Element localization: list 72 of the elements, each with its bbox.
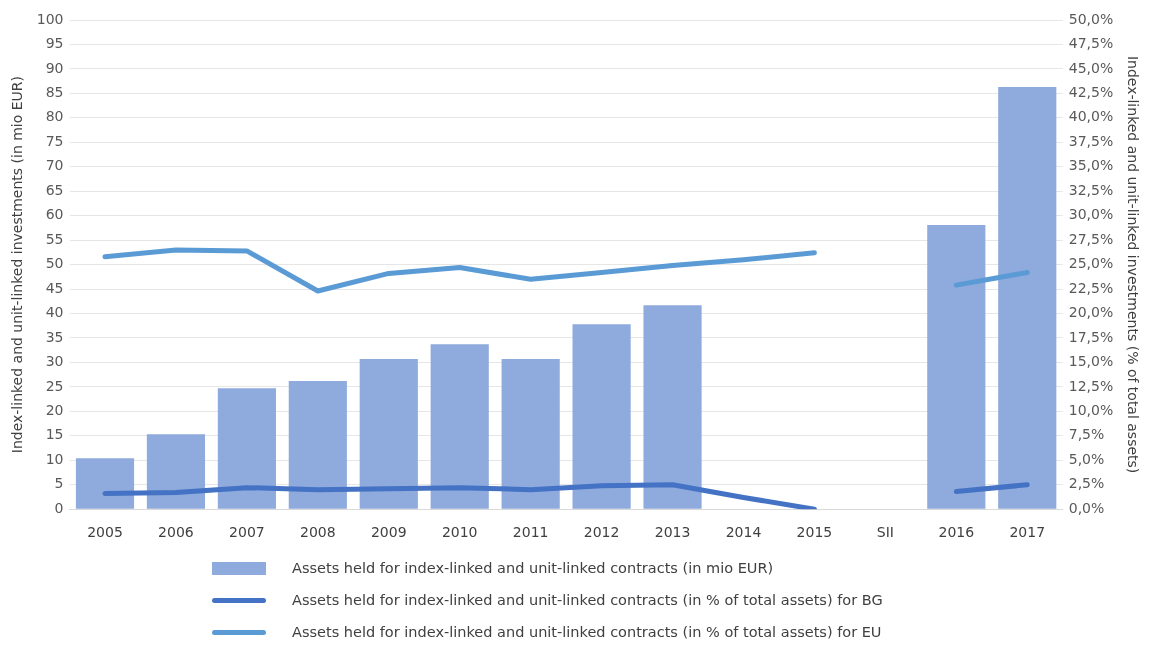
bar xyxy=(572,324,631,509)
y2-axis-title: Index-linked and unit-linked investments (% of total assets) xyxy=(1124,55,1141,474)
x-tick-label: 2006 xyxy=(158,524,194,541)
y2-tick-label: 32,5% xyxy=(1068,181,1114,198)
y2-tick-label: 27,5% xyxy=(1068,230,1114,247)
y-tick-label: 0 xyxy=(54,499,64,516)
x-tick-label: SII xyxy=(876,524,894,541)
y2-tick-label: 12,5% xyxy=(1068,377,1114,394)
y-tick-label: 30 xyxy=(45,353,64,370)
y2-tick-label: 20,0% xyxy=(1068,304,1114,321)
bar xyxy=(927,224,986,509)
y-tick-label: 70 xyxy=(45,157,64,174)
x-tick-label: 2014 xyxy=(725,524,762,541)
x-tick-label: 2012 xyxy=(583,524,620,541)
x-tick-label: 2016 xyxy=(938,524,975,541)
y-axis-title: Index-linked and unit-linked investments (in mio EUR) xyxy=(9,75,26,454)
y2-tick-label: 15,0% xyxy=(1068,353,1114,370)
y2-tick-label: 7,5% xyxy=(1068,426,1105,443)
y-tick-label: 35 xyxy=(45,328,64,345)
y2-tick-label: 47,5% xyxy=(1068,35,1114,52)
y-tick-label: 75 xyxy=(45,132,64,149)
y-tick-label: 100 xyxy=(36,10,64,27)
y-tick-label: 45 xyxy=(45,279,64,296)
bar xyxy=(998,87,1057,509)
x-tick-label: 2009 xyxy=(370,524,407,541)
bar xyxy=(359,359,418,509)
y-tick-label: 40 xyxy=(45,304,64,321)
y2-tick-label: 22,5% xyxy=(1068,279,1114,296)
y2-tick-label: 45,0% xyxy=(1068,59,1114,76)
y2-tick-label: 42,5% xyxy=(1068,84,1114,101)
y-tick-label: 50 xyxy=(45,255,64,272)
y-tick-label: 65 xyxy=(45,181,64,198)
y2-tick-label: 17,5% xyxy=(1068,328,1114,345)
y-tick-label: 20 xyxy=(45,402,64,418)
y-tick-label: 95 xyxy=(45,35,64,52)
y2-tick-label: 5,0% xyxy=(1068,450,1105,467)
y-tick-label: 25 xyxy=(45,377,64,394)
x-tick-label: 2013 xyxy=(654,524,691,541)
legend-label: Assets held for index-linked and unit-linked contracts (in % of total assets) for EU xyxy=(292,624,882,640)
bar xyxy=(643,305,702,509)
x-tick-label: 2011 xyxy=(512,524,549,541)
legend-label: Assets held for index-linked and unit-linked contracts (in % of total assets) for BG xyxy=(292,592,883,608)
bar xyxy=(217,388,276,509)
bar xyxy=(501,359,560,509)
y2-tick-label: 40,0% xyxy=(1068,108,1114,125)
x-tick-label: 2017 xyxy=(1009,524,1046,541)
y2-tick-label: 37,5% xyxy=(1068,132,1114,149)
y2-tick-label: 35,0% xyxy=(1068,157,1114,174)
y-tick-label: 80 xyxy=(45,108,64,125)
bar xyxy=(288,381,347,509)
x-tick-label: 2005 xyxy=(87,524,123,541)
y-tick-label: 15 xyxy=(45,426,64,443)
y-tick-label: 90 xyxy=(45,59,64,76)
y-tick-label: 55 xyxy=(45,230,64,247)
y2-tick-label: 2,5% xyxy=(1068,475,1105,492)
y-tick-label: 10 xyxy=(45,450,64,467)
x-tick-label: 2015 xyxy=(796,524,833,541)
y-tick-label: 60 xyxy=(45,206,64,223)
bar xyxy=(430,344,489,509)
y-tick-label: 85 xyxy=(45,84,64,101)
bar xyxy=(75,458,135,509)
legend-label: Assets held for index-linked and unit-linked contracts (in mio EUR) xyxy=(292,560,774,576)
y-tick-label: 5 xyxy=(54,475,64,492)
x-tick-label: 2008 xyxy=(300,524,336,541)
y2-tick-label: 0,0% xyxy=(1068,499,1105,516)
y2-tick-label: 30,0% xyxy=(1068,206,1114,223)
y2-tick-label: 10,0% xyxy=(1068,402,1114,418)
bar xyxy=(146,434,206,509)
y2-tick-label: 25,0% xyxy=(1068,255,1114,272)
x-tick-label: 2007 xyxy=(229,524,265,541)
x-tick-label: 2010 xyxy=(441,524,478,541)
y2-tick-label: 50,0% xyxy=(1068,10,1114,27)
